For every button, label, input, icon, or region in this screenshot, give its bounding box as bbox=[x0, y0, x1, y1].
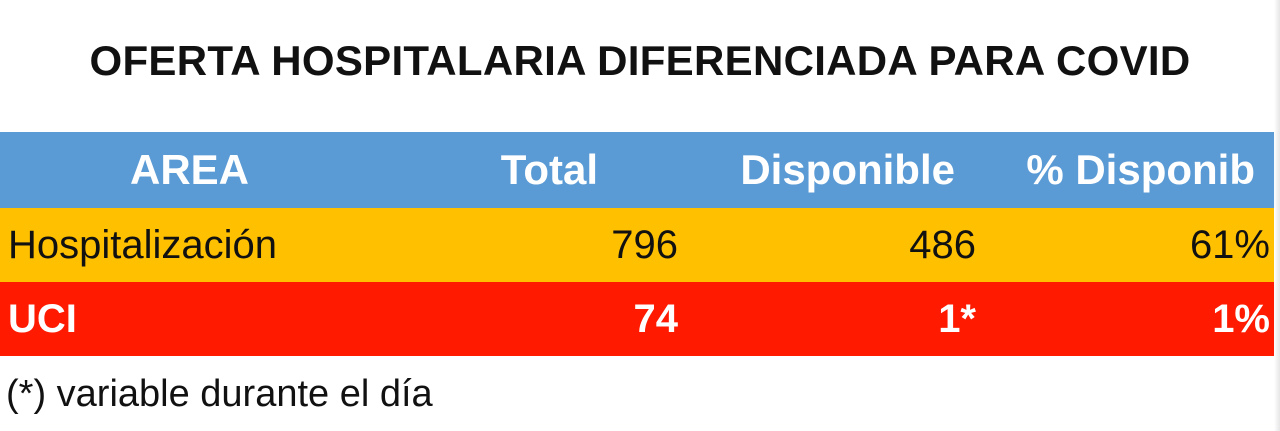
table-header-row: AREA Total Disponible % Disponib bbox=[0, 132, 1280, 208]
cell-pct-disponible: 1% bbox=[1212, 296, 1270, 341]
page-title: OFERTA HOSPITALARIA DIFERENCIADA PARA CO… bbox=[89, 37, 1191, 84]
cell-total: 74 bbox=[633, 296, 679, 341]
cell-disponible: 1* bbox=[938, 296, 976, 341]
footnote: (*) variable durante el día bbox=[6, 373, 433, 415]
table-row-hospitalizacion: Hospitalización 796 486 61% bbox=[0, 208, 1280, 282]
column-header-area: AREA bbox=[130, 146, 250, 193]
column-header-pct-disponible: % Disponib bbox=[1026, 146, 1255, 193]
column-header-disponible: Disponible bbox=[740, 146, 955, 193]
cell-area: Hospitalización bbox=[8, 222, 278, 267]
cell-disponible: 486 bbox=[909, 222, 976, 267]
cell-pct-disponible: 61% bbox=[1189, 222, 1270, 267]
column-header-total: Total bbox=[500, 146, 598, 193]
frame-edge bbox=[1274, 0, 1280, 431]
cell-total: 796 bbox=[611, 222, 678, 267]
table-row-uci: UCI 74 1* 1% bbox=[0, 282, 1280, 356]
cell-area: UCI bbox=[8, 296, 77, 341]
